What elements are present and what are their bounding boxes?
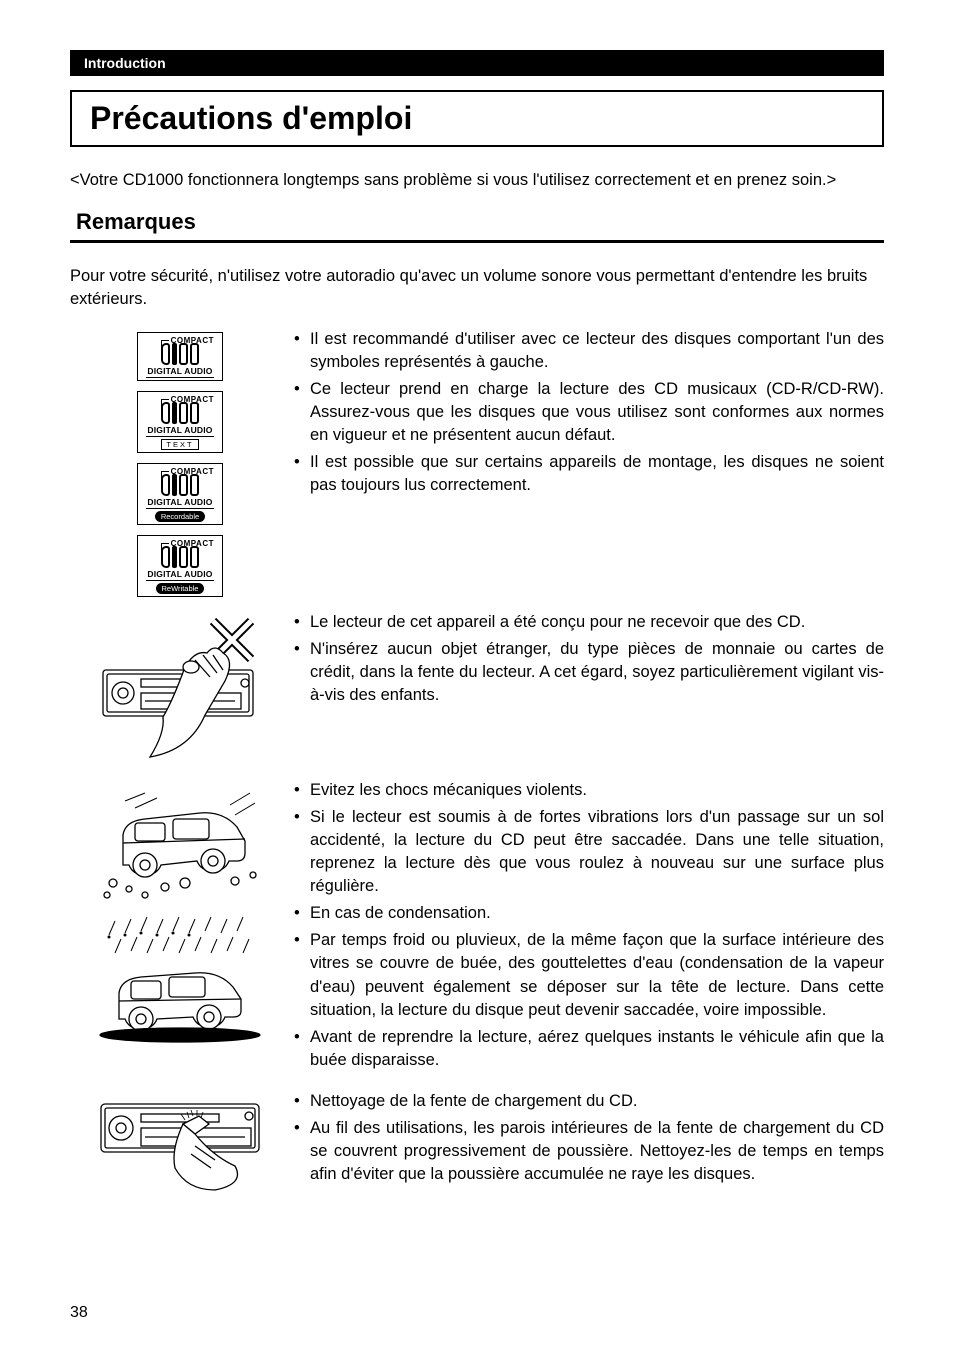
bullet-list-3: Evitez les chocs mécaniques violents. Si… (290, 779, 884, 1072)
digital-audio-label: DIGITAL AUDIO (146, 425, 213, 437)
list-item: N'insérez aucun objet étranger, du type … (290, 638, 884, 707)
text-sublabel: TEXT (161, 439, 198, 450)
row-disc-types: COMPACT DIGITAL AUDIO COMPACT DIGITAL AU… (70, 328, 884, 597)
compact-disc-logo: COMPACT DIGITAL AUDIO (137, 332, 223, 381)
bullet-list-1: Il est recommandé d'utiliser avec ce lec… (290, 328, 884, 498)
list-item: Il est possible que sur certains apparei… (290, 451, 884, 497)
safety-text: Pour votre sécurité, n'utilisez votre au… (70, 265, 884, 310)
compact-label: COMPACT (171, 539, 214, 548)
car-rain-icon (95, 913, 265, 1043)
subheading-rule (70, 240, 884, 243)
list-item: Par temps froid ou pluvieux, de la même … (290, 929, 884, 1021)
list-item: Avant de reprendre la lecture, aérez que… (290, 1026, 884, 1072)
list-item: Le lecteur de cet appareil a été conçu p… (290, 611, 884, 634)
list-item: Si le lecteur est soumis à de fortes vib… (290, 806, 884, 898)
list-item: Au fil des utilisations, les parois inté… (290, 1117, 884, 1186)
bullet-list-4: Nettoyage de la fente de chargement du C… (290, 1090, 884, 1186)
page-number: 38 (70, 1304, 88, 1322)
section-label: Introduction (70, 50, 884, 76)
digital-audio-label: DIGITAL AUDIO (146, 366, 213, 378)
row-cleaning: Nettoyage de la fente de chargement du C… (70, 1090, 884, 1194)
row-foreign-objects: Le lecteur de cet appareil a été conçu p… (70, 611, 884, 765)
list-item: Ce lecteur prend en charge la lecture de… (290, 378, 884, 447)
intro-text: <Votre CD1000 fonctionnera longtemps san… (70, 169, 884, 191)
page-title: Précautions d'emploi (90, 100, 864, 137)
list-item: Evitez les chocs mécaniques violents. (290, 779, 884, 802)
text-column: Nettoyage de la fente de chargement du C… (290, 1090, 884, 1190)
text-column: Il est recommandé d'utiliser avec ce lec… (290, 328, 884, 502)
compact-disc-recordable-logo: COMPACT DIGITAL AUDIO Recordable (137, 463, 223, 525)
title-box: Précautions d'emploi (70, 90, 884, 147)
compact-label: COMPACT (171, 467, 214, 476)
logos-column: COMPACT DIGITAL AUDIO COMPACT DIGITAL AU… (70, 328, 290, 597)
recordable-sublabel: Recordable (155, 511, 205, 522)
illustration-column (70, 1090, 290, 1194)
digital-audio-label: DIGITAL AUDIO (146, 497, 213, 509)
no-coin-insert-icon (95, 615, 265, 765)
content-area: COMPACT DIGITAL AUDIO COMPACT DIGITAL AU… (70, 328, 884, 1194)
illustration-column (70, 779, 290, 1043)
compact-label: COMPACT (171, 395, 214, 404)
rewritable-sublabel: ReWritable (156, 583, 205, 594)
compact-disc-rewritable-logo: COMPACT DIGITAL AUDIO ReWritable (137, 535, 223, 597)
car-bumpy-road-icon (95, 783, 265, 903)
text-column: Le lecteur de cet appareil a été conçu p… (290, 611, 884, 711)
subheading-remarques: Remarques (70, 209, 884, 235)
list-item: En cas de condensation. (290, 902, 884, 925)
illustration-column (70, 611, 290, 765)
digital-audio-label: DIGITAL AUDIO (146, 569, 213, 581)
text-column: Evitez les chocs mécaniques violents. Si… (290, 779, 884, 1076)
bullet-list-2: Le lecteur de cet appareil a été conçu p… (290, 611, 884, 707)
clean-cd-slot-icon (95, 1094, 265, 1194)
list-item: Il est recommandé d'utiliser avec ce lec… (290, 328, 884, 374)
compact-label: COMPACT (171, 336, 214, 345)
row-vibration-condensation: Evitez les chocs mécaniques violents. Si… (70, 779, 884, 1076)
compact-disc-text-logo: COMPACT DIGITAL AUDIO TEXT (137, 391, 223, 453)
list-item: Nettoyage de la fente de chargement du C… (290, 1090, 884, 1113)
